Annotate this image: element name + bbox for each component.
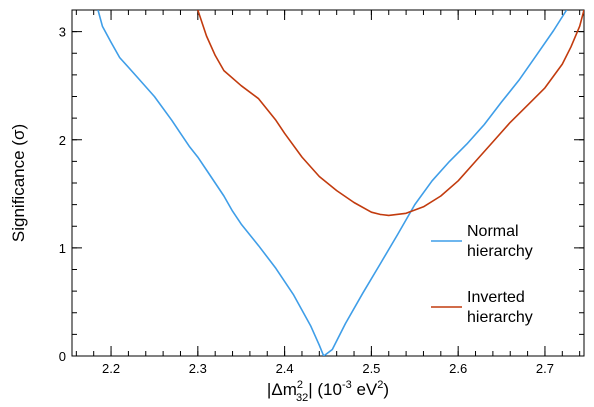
y-tick-label: 3 bbox=[59, 25, 66, 40]
x-label-mid: | (10 bbox=[308, 380, 342, 399]
x-tick-label: 2.4 bbox=[276, 361, 294, 376]
x-axis-tick-labels: 2.2 2.3 2.4 2.5 2.6 2.7 bbox=[102, 361, 554, 376]
x-label-sub: 32 bbox=[296, 392, 308, 404]
x-tick-label: 2.3 bbox=[189, 361, 207, 376]
legend-label-inverted-line2: hierarchy bbox=[467, 309, 533, 326]
y-tick-label: 1 bbox=[59, 241, 66, 256]
series-line-inverted bbox=[197, 10, 584, 217]
y-tick-label: 2 bbox=[59, 133, 66, 148]
legend: Normal hierarchy Inverted hierarchy bbox=[431, 223, 533, 326]
series-lines bbox=[97, 10, 584, 356]
x-label-unit: eV bbox=[352, 380, 378, 399]
x-axis-ticks bbox=[75, 10, 581, 356]
series-line-normal bbox=[97, 10, 568, 356]
x-label-sup: 2 bbox=[297, 379, 303, 391]
x-label-pre: |Δm bbox=[267, 380, 297, 399]
x-tick-label: 2.5 bbox=[362, 361, 380, 376]
x-axis-label: |Δm2 32| (10-3 eV2) bbox=[267, 379, 389, 404]
y-axis-tick-labels: 0 1 2 3 bbox=[59, 25, 66, 364]
x-label-close: ) bbox=[383, 380, 389, 399]
legend-label-inverted-line1: Inverted bbox=[467, 289, 525, 306]
x-label-exp: -3 bbox=[342, 379, 352, 391]
x-tick-label: 2.6 bbox=[449, 361, 467, 376]
x-label-unit-sup: 2 bbox=[377, 379, 383, 391]
x-tick-label: 2.7 bbox=[536, 361, 554, 376]
x-tick-label: 2.2 bbox=[102, 361, 120, 376]
legend-label-normal-line2: hierarchy bbox=[467, 243, 533, 260]
y-tick-label: 0 bbox=[59, 349, 66, 364]
legend-label-normal-line1: Normal bbox=[467, 223, 519, 240]
y-axis-label: Significance (σ) bbox=[9, 124, 28, 242]
y-axis-ticks bbox=[72, 9, 584, 357]
